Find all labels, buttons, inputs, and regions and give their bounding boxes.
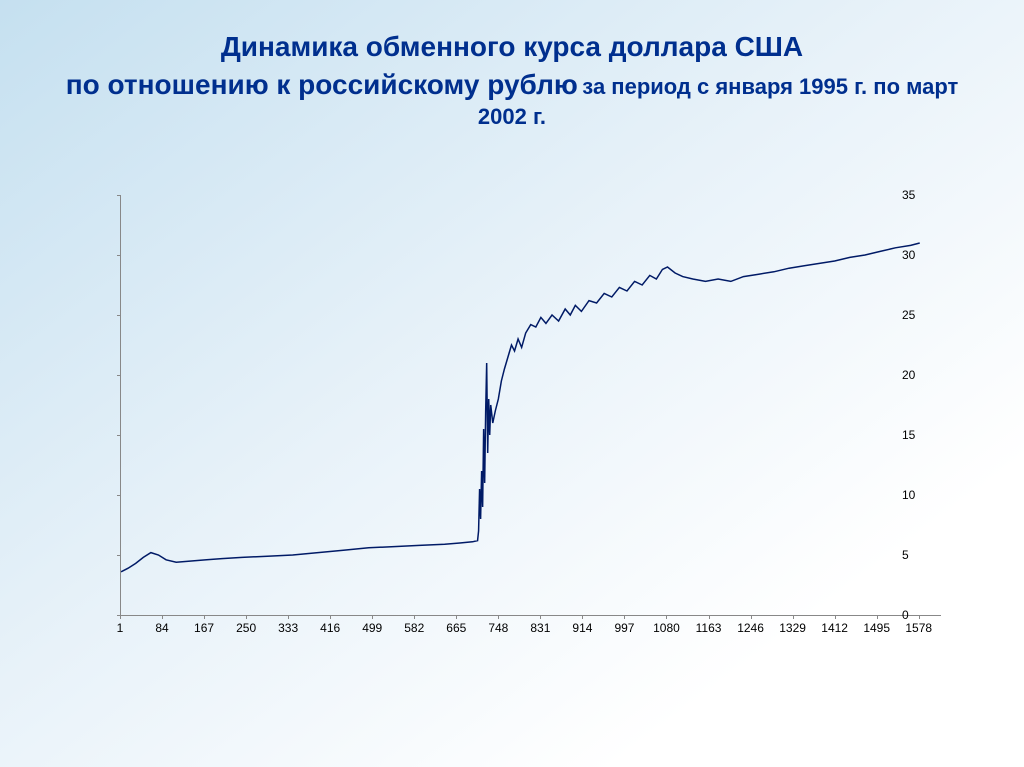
x-axis-tick-mark: [709, 615, 710, 619]
x-axis-tick-mark: [372, 615, 373, 619]
x-axis-tick-label: 914: [572, 621, 592, 635]
x-axis-tick-mark: [877, 615, 878, 619]
x-axis-tick-label: 1080: [653, 621, 680, 635]
plot-area: [120, 195, 941, 616]
x-axis-tick-mark: [793, 615, 794, 619]
x-axis-tick-mark: [330, 615, 331, 619]
x-axis-tick-label: 499: [362, 621, 382, 635]
y-axis-tick-mark: [117, 555, 121, 556]
x-axis-tick-mark: [835, 615, 836, 619]
x-axis-tick-label: 997: [614, 621, 634, 635]
x-axis-tick-mark: [204, 615, 205, 619]
exchange-rate-chart: 0 5 10 15 20 25 30 35 1 84 167 250 333 416 499 582 665 7…: [65, 185, 965, 685]
line-series: [121, 195, 941, 615]
x-axis-tick-mark: [414, 615, 415, 619]
x-axis-tick-mark: [288, 615, 289, 619]
chart-title-block: Динамика обменного курса доллара США по …: [0, 0, 1024, 130]
x-axis-tick-mark: [540, 615, 541, 619]
x-axis-tick-mark: [751, 615, 752, 619]
y-axis-tick-mark: [117, 195, 121, 196]
y-axis-tick-label: 20: [902, 368, 957, 382]
x-axis-tick-label: 748: [488, 621, 508, 635]
x-axis-tick-label: 582: [404, 621, 424, 635]
y-axis-tick-mark: [117, 255, 121, 256]
x-axis-tick-label: 1329: [779, 621, 806, 635]
y-axis-tick-label: 10: [902, 488, 957, 502]
y-axis-tick-label: 25: [902, 308, 957, 322]
x-axis-tick-label: 250: [236, 621, 256, 635]
y-axis-tick-mark: [117, 435, 121, 436]
chart-title-line1: Динамика обменного курса доллара США: [40, 28, 984, 66]
x-axis-tick-mark: [919, 615, 920, 619]
x-axis-tick-mark: [246, 615, 247, 619]
x-axis-tick-mark: [582, 615, 583, 619]
x-axis-tick-label: 416: [320, 621, 340, 635]
y-axis-tick-mark: [117, 495, 121, 496]
x-axis-tick-mark: [624, 615, 625, 619]
y-axis-tick-label: 35: [902, 188, 957, 202]
x-axis-tick-label: 1495: [863, 621, 890, 635]
x-axis-tick-label: 167: [194, 621, 214, 635]
x-axis-tick-label: 1412: [821, 621, 848, 635]
x-axis-tick-mark: [498, 615, 499, 619]
y-axis-tick-label: 5: [902, 548, 957, 562]
x-axis-tick-label: 1163: [696, 621, 722, 635]
x-axis-tick-label: 333: [278, 621, 298, 635]
y-axis-tick-mark: [117, 375, 121, 376]
x-axis-tick-mark: [162, 615, 163, 619]
x-axis-tick-mark: [120, 615, 121, 619]
x-axis-tick-label: 665: [446, 621, 466, 635]
y-axis-tick-label: 0: [902, 608, 957, 622]
x-axis-tick-label: 831: [530, 621, 550, 635]
y-axis-tick-label: 30: [902, 248, 957, 262]
y-axis-tick-mark: [117, 315, 121, 316]
chart-title-line2: по отношению к российскому рублю: [66, 69, 578, 100]
y-axis-tick-label: 15: [902, 428, 957, 442]
x-axis-tick-label: 1578: [905, 621, 932, 635]
x-axis-tick-mark: [666, 615, 667, 619]
x-axis-tick-label: 1246: [737, 621, 764, 635]
x-axis-tick-label: 1: [117, 621, 124, 635]
x-axis-tick-mark: [456, 615, 457, 619]
x-axis-tick-label: 84: [155, 621, 168, 635]
